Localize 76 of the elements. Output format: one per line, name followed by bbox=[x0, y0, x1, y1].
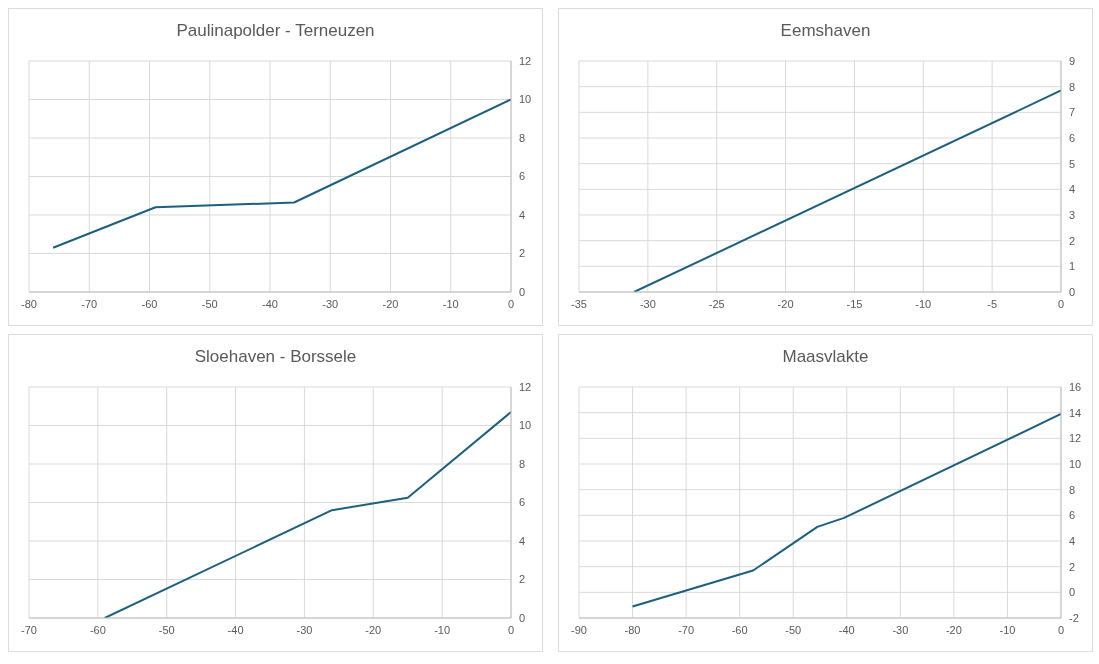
y-tick-label: 4 bbox=[1069, 534, 1076, 547]
y-tick-label: 6 bbox=[519, 496, 526, 509]
x-tick-label: -50 bbox=[201, 297, 218, 310]
x-tick-label: 0 bbox=[507, 297, 515, 310]
y-tick-label: 6 bbox=[519, 170, 526, 183]
chart-title: Sloehaven - Borssele bbox=[193, 346, 358, 368]
x-tick-label: -40 bbox=[227, 623, 244, 636]
y-tick-label: 12 bbox=[1069, 432, 1082, 445]
x-tick-label: -10 bbox=[442, 297, 459, 310]
y-tick-label: 1 bbox=[1069, 260, 1076, 273]
chart-title: Eemshaven bbox=[779, 20, 872, 42]
y-tick-label: 0 bbox=[1069, 285, 1076, 298]
y-tick-label: 0 bbox=[1069, 586, 1076, 599]
x-tick-label: 0 bbox=[1057, 623, 1065, 636]
y-tick-label: 2 bbox=[1069, 560, 1076, 573]
x-tick-label: -20 bbox=[365, 623, 382, 636]
y-tick-label: 2 bbox=[519, 247, 526, 260]
x-tick-label: -60 bbox=[731, 623, 748, 636]
y-tick-label: 8 bbox=[1069, 80, 1076, 93]
line-series bbox=[52, 98, 511, 249]
y-tick-label: 6 bbox=[1069, 131, 1076, 144]
y-tick-label: 4 bbox=[519, 208, 526, 221]
x-tick-label: -15 bbox=[846, 297, 863, 310]
y-tick-label: 8 bbox=[519, 457, 526, 470]
x-tick-label: -50 bbox=[158, 623, 175, 636]
y-tick-label: 16 bbox=[1069, 380, 1082, 393]
y-tick-label: 6 bbox=[1069, 509, 1076, 522]
x-tick-label: -35 bbox=[571, 297, 587, 310]
x-tick-label: -60 bbox=[141, 297, 158, 310]
y-tick-label: 12 bbox=[519, 54, 532, 67]
y-tick-label: 0 bbox=[519, 611, 526, 624]
x-tick-label: -5 bbox=[987, 297, 998, 310]
x-tick-label: -10 bbox=[999, 623, 1016, 636]
x-tick-label: -30 bbox=[639, 297, 656, 310]
y-tick-label: 5 bbox=[1069, 157, 1076, 170]
y-tick-label: 14 bbox=[1069, 406, 1082, 419]
x-tick-label: -40 bbox=[838, 623, 855, 636]
x-tick-label: -30 bbox=[296, 623, 313, 636]
y-tick-label: 10 bbox=[519, 419, 532, 432]
x-tick-label: -40 bbox=[262, 297, 278, 310]
x-tick-label: -70 bbox=[81, 297, 98, 310]
x-tick-label: -20 bbox=[945, 623, 962, 636]
y-tick-label: 12 bbox=[519, 380, 532, 393]
y-tick-label: 2 bbox=[519, 573, 526, 586]
y-tick-label: 10 bbox=[1069, 457, 1082, 470]
y-tick-label: 0 bbox=[519, 285, 526, 298]
y-tick-label: 8 bbox=[519, 131, 526, 144]
x-tick-label: -80 bbox=[21, 297, 37, 310]
x-tick-label: -10 bbox=[915, 297, 932, 310]
x-tick-label: 0 bbox=[1057, 297, 1065, 310]
x-tick-label: -25 bbox=[708, 297, 725, 310]
x-tick-label: -10 bbox=[434, 623, 451, 636]
x-tick-label: -30 bbox=[322, 297, 339, 310]
y-tick-label: 2 bbox=[1069, 234, 1076, 247]
x-tick-label: -60 bbox=[89, 623, 106, 636]
line-series bbox=[103, 411, 511, 618]
y-tick-label: 4 bbox=[1069, 183, 1076, 196]
y-tick-label: 9 bbox=[1069, 54, 1076, 67]
x-tick-label: -20 bbox=[777, 297, 794, 310]
chart-title: Paulinapolder - Terneuzen bbox=[175, 20, 376, 42]
x-tick-label: -90 bbox=[571, 623, 587, 636]
y-tick-label: 8 bbox=[1069, 483, 1076, 496]
x-tick-label: -30 bbox=[892, 623, 909, 636]
x-tick-label: -50 bbox=[785, 623, 802, 636]
y-tick-label: 4 bbox=[519, 534, 526, 547]
y-tick-label: 7 bbox=[1069, 106, 1076, 119]
chart-title: Maasvlakte bbox=[781, 346, 870, 368]
x-tick-label: -80 bbox=[624, 623, 641, 636]
line-series bbox=[631, 412, 1061, 608]
x-tick-label: -70 bbox=[678, 623, 695, 636]
y-tick-label: 3 bbox=[1069, 208, 1076, 221]
x-tick-label: -20 bbox=[382, 297, 399, 310]
y-tick-label: 10 bbox=[519, 93, 532, 106]
x-tick-label: -70 bbox=[21, 623, 37, 636]
x-tick-label: 0 bbox=[507, 623, 515, 636]
y-tick-label: -2 bbox=[1069, 611, 1079, 624]
